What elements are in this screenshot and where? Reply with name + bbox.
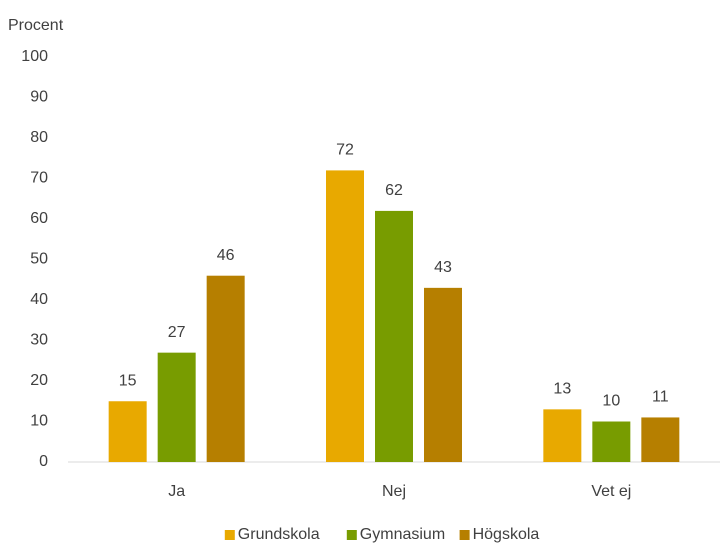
legend-label: Högskola (473, 526, 540, 543)
legend-swatch (346, 530, 357, 540)
y-axis-label: Procent (8, 17, 64, 34)
data-label: 72 (336, 142, 354, 159)
data-label: 11 (652, 389, 669, 406)
bar (543, 409, 582, 462)
data-label: 43 (434, 259, 452, 276)
y-tick-label: 30 (30, 332, 48, 349)
data-label: 62 (385, 182, 403, 199)
bar (326, 170, 364, 462)
y-tick-label: 20 (30, 372, 48, 389)
bar (206, 275, 245, 462)
data-label: 10 (602, 393, 620, 410)
y-tick-label: 0 (39, 453, 48, 470)
x-tick-label: Ja (168, 483, 185, 500)
data-label: 13 (553, 381, 571, 398)
legend-swatch (459, 530, 470, 540)
bar (424, 287, 462, 462)
bar (641, 417, 680, 462)
y-tick-label: 70 (30, 170, 48, 187)
bar (592, 421, 631, 462)
bar (157, 352, 196, 462)
x-tick-label: Vet ej (591, 483, 631, 500)
legend-label: Grundskola (238, 526, 320, 543)
y-tick-label: 100 (21, 48, 48, 65)
data-label: 27 (168, 324, 186, 341)
y-tick-label: 50 (30, 251, 48, 268)
data-label: 46 (217, 247, 235, 264)
y-tick-label: 60 (30, 210, 48, 227)
y-tick-label: 40 (30, 291, 48, 308)
data-label: 15 (119, 372, 137, 389)
y-tick-label: 10 (30, 413, 48, 430)
bar (375, 210, 413, 462)
legend-swatch (224, 530, 235, 540)
x-tick-label: Nej (382, 483, 406, 500)
y-tick-label: 80 (30, 129, 48, 146)
legend-label: Gymnasium (360, 526, 445, 543)
y-tick-label: 90 (30, 89, 48, 106)
bar (108, 401, 147, 462)
